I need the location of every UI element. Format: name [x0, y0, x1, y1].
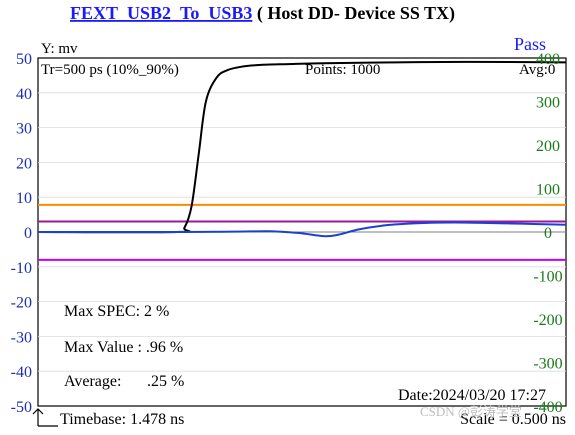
right-tick-label: 100 — [536, 182, 560, 199]
date-label: Date:2024/03/20 17:27 — [398, 387, 546, 404]
left-tick-labels: 50 40 30 20 10 0 -10 -20 -30 -40 -50 — [11, 51, 32, 416]
left-tick-label: -40 — [11, 364, 32, 381]
timebase-label: Timebase: 1.478 ns — [60, 411, 184, 428]
pass-status: Pass — [514, 34, 546, 54]
step-response-line — [37, 60, 567, 234]
left-tick-label: -50 — [11, 399, 32, 416]
right-tick-label: -300 — [533, 356, 562, 373]
right-tick-label: -200 — [533, 312, 562, 329]
crosstalk-line — [37, 221, 567, 238]
tr-label: Tr=500 ps (10%_90%) — [41, 62, 179, 78]
left-tick-label: 50 — [16, 51, 32, 68]
avg-label: Avg:0 — [519, 62, 555, 78]
right-tick-label: 400 — [536, 51, 560, 68]
watermark: CSDN @彭涛学堂 — [420, 404, 522, 419]
left-tick-label: 30 — [16, 121, 32, 138]
right-tick-label: 200 — [536, 138, 560, 155]
scale-label: Scale = 0.500 ns — [460, 411, 566, 428]
reference-lines — [38, 203, 566, 261]
right-tick-label: -100 — [533, 269, 562, 286]
title-link[interactable]: FEXT_USB2_To_USB3 — [70, 3, 252, 23]
left-tick-label: -10 — [11, 260, 32, 277]
points-label: Points: 1000 — [305, 62, 380, 78]
average-value: .25 % — [147, 373, 184, 390]
left-tick-label: 20 — [16, 155, 32, 172]
corner-arrow-icon — [32, 408, 58, 427]
y-unit-label: Y: mv — [41, 41, 78, 57]
left-tick-label: -20 — [11, 295, 32, 312]
left-tick-label: -30 — [11, 329, 32, 346]
title-rest: ( Host DD- Device SS TX) — [252, 3, 455, 24]
average-label: Average: — [64, 373, 121, 390]
series-lines — [37, 60, 567, 238]
right-tick-label: 300 — [536, 95, 560, 112]
left-tick-label: 40 — [16, 86, 32, 103]
left-tick-label: 0 — [24, 225, 32, 242]
left-tick-label: 10 — [16, 190, 32, 207]
max-spec-label: Max SPEC: 2 % — [64, 303, 169, 320]
right-tick-label: -400 — [533, 399, 562, 416]
chart-title: FEXT_USB2_To_USB3 ( Host DD- Device SS T… — [70, 3, 455, 24]
right-tick-labels: 400 300 200 100 0 -100 -200 -300 -400 — [533, 51, 562, 416]
max-value-label: Max Value : .96 % — [64, 339, 183, 356]
right-tick-label: 0 — [544, 225, 552, 242]
